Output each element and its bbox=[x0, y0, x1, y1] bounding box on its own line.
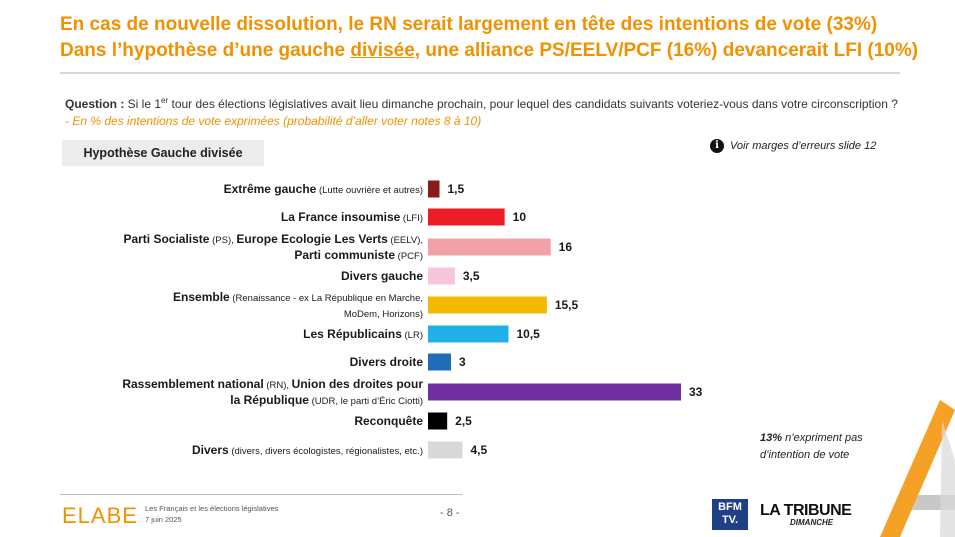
value-label-6: 3 bbox=[459, 355, 466, 369]
title-line-2-post: , une alliance PS/EELV/PCF (16%) devance… bbox=[414, 40, 919, 61]
deco-grey-stripe bbox=[940, 420, 955, 537]
title-line-2-pre: Dans l’hypothèse d’une gauche bbox=[60, 40, 351, 61]
category-label-4-line-0: Ensemble (Renaissance - ex La République… bbox=[173, 290, 423, 304]
value-label-8: 2,5 bbox=[455, 414, 472, 428]
value-label-3: 3,5 bbox=[463, 269, 480, 283]
bar-8 bbox=[428, 412, 448, 430]
margins-note: i Voir marges d’erreurs slide 12 bbox=[710, 139, 876, 153]
title-divider bbox=[60, 72, 900, 74]
bar-6 bbox=[428, 353, 451, 371]
elabe-logo: ELABE bbox=[62, 503, 138, 529]
bfm-line-2: TV. bbox=[721, 514, 739, 526]
category-label-8-line-0: Reconquête bbox=[354, 414, 423, 428]
footer-divider bbox=[60, 494, 462, 495]
bar-1 bbox=[428, 208, 505, 226]
category-label-2-line-1: Parti communiste (PCF) bbox=[294, 248, 423, 262]
slide-title: En cas de nouvelle dissolution, le RN se… bbox=[60, 12, 940, 64]
margins-note-text: Voir marges d’erreurs slide 12 bbox=[730, 140, 877, 152]
value-label-0: 1,5 bbox=[448, 182, 465, 196]
value-label-9: 4,5 bbox=[471, 443, 488, 457]
value-label-1: 10 bbox=[513, 210, 527, 224]
info-icon: i bbox=[710, 139, 724, 153]
bar-0 bbox=[428, 180, 440, 198]
footer-line-1: Les Français et les élections législativ… bbox=[145, 504, 279, 513]
category-label-0-line-0: Extrême gauche (Lutte ouvrière et autres… bbox=[224, 182, 423, 196]
bar-4 bbox=[428, 296, 547, 314]
category-label-9-line-0: Divers (divers, divers écologistes, régi… bbox=[192, 443, 423, 457]
title-line-2: Dans l’hypothèse d’une gauche divisée, u… bbox=[60, 38, 940, 64]
value-label-5: 10,5 bbox=[517, 327, 541, 341]
bar-9 bbox=[428, 441, 463, 459]
title-line-1: En cas de nouvelle dissolution, le RN se… bbox=[60, 14, 878, 35]
abstention-pct: 13% bbox=[760, 432, 783, 444]
elabe-logo-text: ELABE bbox=[62, 503, 138, 528]
bar-7 bbox=[428, 383, 681, 401]
footer-line-2: 7 juin 2025 bbox=[145, 515, 182, 524]
category-label-2-line-0: Parti Socialiste (PS), Europe Ecologie L… bbox=[123, 232, 423, 246]
question-note: - En % des intentions de vote exprimées … bbox=[65, 114, 482, 128]
value-label-4: 15,5 bbox=[555, 298, 579, 312]
value-label-2: 16 bbox=[559, 240, 573, 254]
la-tribune-dimanche: DIMANCHE bbox=[790, 518, 834, 527]
abstention-text: n’expriment pas d’intention de vote bbox=[760, 432, 863, 461]
la-tribune-logo: LA TRIBUNE bbox=[760, 502, 852, 519]
category-label-7-line-1: la République (UDR, le parti d’Éric Ciot… bbox=[230, 393, 423, 407]
hypothesis-label: Hypothèse Gauche divisée bbox=[62, 140, 264, 166]
bar-5 bbox=[428, 325, 509, 343]
category-label-5-line-0: Les Républicains (LR) bbox=[303, 327, 423, 341]
decorative-corner-graphic bbox=[880, 400, 955, 537]
question-label: Question : bbox=[65, 97, 128, 111]
question-sup: er bbox=[161, 96, 169, 105]
bar-3 bbox=[428, 267, 455, 285]
bfm-line-1: BFM bbox=[718, 501, 742, 513]
abstention-note: 13% n’expriment pas d’intention de vote bbox=[760, 430, 900, 464]
bar-2 bbox=[428, 238, 551, 256]
category-label-4-line-1: MoDem, Horizons) bbox=[344, 309, 423, 320]
footer-caption: Les Français et les élections législativ… bbox=[145, 503, 278, 525]
category-label-3-line-0: Divers gauche bbox=[341, 269, 423, 283]
question-text-b: tour des élections législatives avait li… bbox=[168, 97, 898, 111]
category-label-7-line-0: Rassemblement national (RN), Union des d… bbox=[122, 377, 423, 391]
question-text-a: Si le 1 bbox=[127, 97, 162, 111]
category-label-6-line-0: Divers droite bbox=[350, 355, 424, 369]
value-label-7: 33 bbox=[689, 385, 703, 399]
bfmtv-logo: BFM TV. bbox=[712, 499, 748, 530]
title-line-2-underlined: divisée bbox=[350, 40, 415, 61]
category-label-1-line-0: La France insoumise (LFI) bbox=[281, 210, 423, 224]
deco-orange-stripe bbox=[880, 400, 955, 537]
survey-question: Question : Si le 1er tour des élections … bbox=[65, 92, 905, 130]
page-number: - 8 - bbox=[440, 507, 460, 519]
